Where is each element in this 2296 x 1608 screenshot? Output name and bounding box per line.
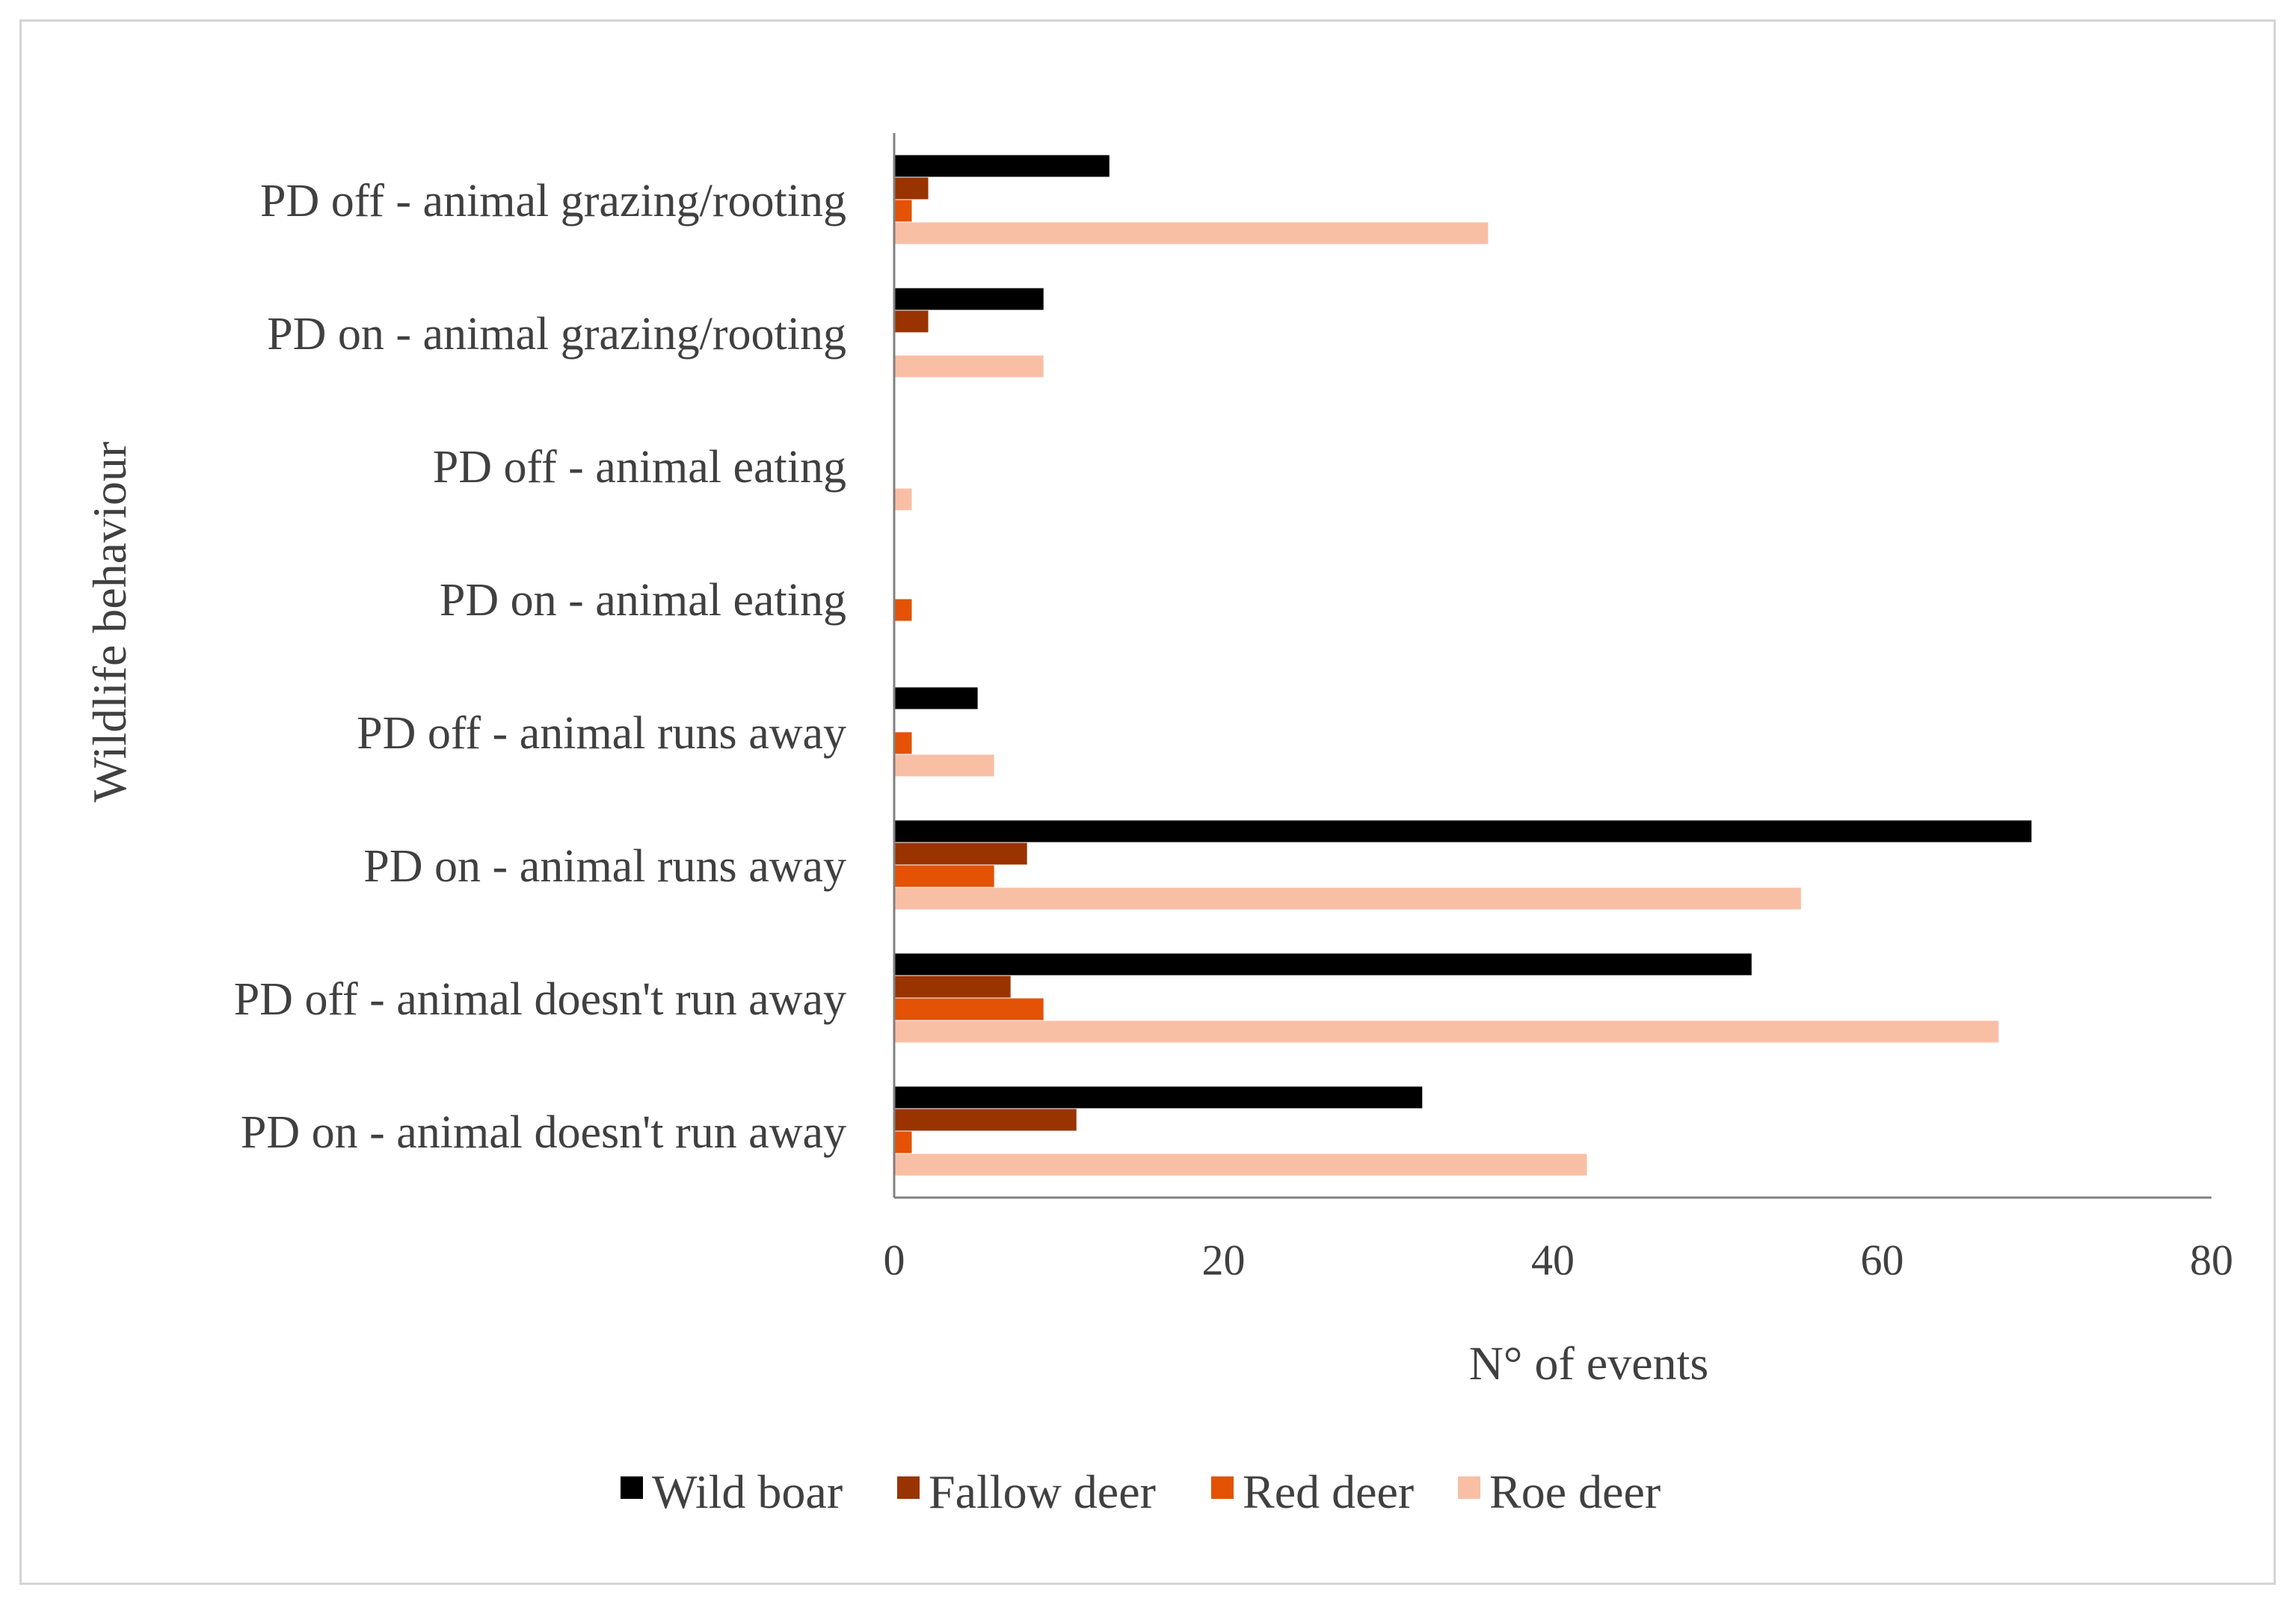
legend-label: Wild boar bbox=[652, 1465, 843, 1518]
bar-fallow-deer-1 bbox=[895, 310, 929, 333]
bar-wild-boar-0 bbox=[895, 155, 1109, 177]
category-labels: PD off - animal grazing/rooting PD on - a… bbox=[234, 176, 846, 1158]
category-label: PD on - animal doesn't run away bbox=[241, 1107, 846, 1158]
bar-wild-boar-5 bbox=[895, 820, 2032, 842]
category-label: PD off - animal eating bbox=[433, 442, 846, 493]
bar-fallow-deer-7 bbox=[895, 1109, 1077, 1131]
bar-roe-deer-0 bbox=[895, 222, 1489, 244]
x-tick-label: 0 bbox=[884, 1236, 905, 1284]
bars-layer bbox=[895, 155, 2032, 1176]
legend-swatch-fallow-deer bbox=[897, 1476, 920, 1499]
bar-red-deer-5 bbox=[895, 865, 994, 887]
x-tick-label: 40 bbox=[1531, 1236, 1575, 1284]
bar-roe-deer-4 bbox=[895, 754, 994, 777]
legend-label: Fallow deer bbox=[929, 1465, 1156, 1518]
bar-red-deer-4 bbox=[895, 732, 912, 754]
category-label: PD on - animal grazing/rooting bbox=[267, 309, 846, 360]
x-tick-label: 20 bbox=[1202, 1236, 1246, 1284]
bar-wild-boar-1 bbox=[895, 288, 1044, 310]
bar-fallow-deer-6 bbox=[895, 976, 1011, 998]
category-label: PD on - animal runs away bbox=[363, 841, 846, 892]
category-label: PD off - animal grazing/rooting bbox=[260, 176, 846, 227]
bar-roe-deer-6 bbox=[895, 1020, 1999, 1043]
y-axis-title: Wildlife behaviour bbox=[83, 442, 136, 803]
bar-roe-deer-7 bbox=[895, 1153, 1587, 1176]
axis-layer bbox=[893, 133, 2212, 1199]
bar-wild-boar-7 bbox=[895, 1086, 1423, 1109]
bar-wild-boar-6 bbox=[895, 953, 1752, 976]
tick-labels: 0 20 40 60 80 bbox=[884, 1236, 2234, 1284]
category-label: PD off - animal runs away bbox=[357, 708, 846, 759]
bar-red-deer-7 bbox=[895, 1131, 912, 1153]
category-label: PD on - animal eating bbox=[440, 575, 846, 626]
legend-swatch-roe-deer bbox=[1458, 1476, 1480, 1499]
bar-red-deer-6 bbox=[895, 998, 1044, 1020]
bar-fallow-deer-5 bbox=[895, 842, 1027, 865]
legend-swatch-red-deer bbox=[1211, 1476, 1234, 1499]
x-tick-label: 60 bbox=[1861, 1236, 1904, 1284]
x-tick-label: 80 bbox=[2190, 1236, 2233, 1284]
bar-fallow-deer-0 bbox=[895, 177, 929, 200]
bar-red-deer-3 bbox=[895, 599, 912, 621]
chart-frame bbox=[19, 19, 2276, 1585]
bar-roe-deer-5 bbox=[895, 887, 1801, 910]
legend-swatch-wild-boar bbox=[621, 1476, 643, 1499]
legend-label: Roe deer bbox=[1489, 1465, 1661, 1518]
x-axis-title: N° of events bbox=[1469, 1337, 1709, 1390]
legend-label: Red deer bbox=[1243, 1465, 1414, 1518]
bar-roe-deer-2 bbox=[895, 488, 912, 511]
bar-wild-boar-4 bbox=[895, 687, 978, 709]
category-label: PD off - animal doesn't run away bbox=[234, 974, 846, 1025]
bar-red-deer-0 bbox=[895, 200, 912, 222]
bar-roe-deer-1 bbox=[895, 355, 1044, 378]
legend: Wild boar Fallow deer Red deer Roe deer bbox=[621, 1465, 1661, 1518]
